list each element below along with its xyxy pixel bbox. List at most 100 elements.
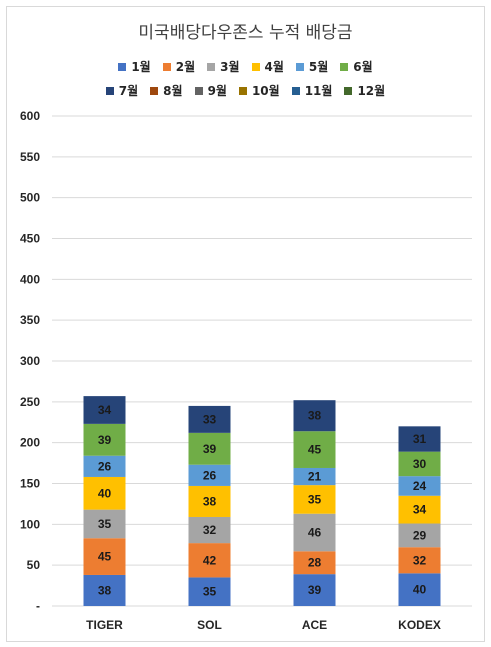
bar-segment: [188, 464, 231, 486]
data-label: 40: [98, 486, 112, 500]
legend-swatch: [238, 87, 247, 95]
legend-swatch: [150, 87, 159, 95]
chart-title: 미국배당다우존스 누적 배당금: [138, 23, 353, 43]
data-label: 39: [98, 433, 112, 447]
bar-segment: [83, 396, 126, 424]
legend-label: 4월: [264, 60, 284, 74]
bar-segment: [398, 573, 441, 606]
data-label: 39: [203, 442, 217, 456]
legend-label: 12월: [357, 84, 386, 98]
data-label: 38: [308, 409, 322, 423]
bar-segment: [188, 405, 231, 433]
legend-swatch: [118, 63, 127, 71]
legend-label: 9월: [207, 84, 227, 98]
legend-label: 5월: [308, 60, 329, 74]
legend-item-12: 12월: [344, 82, 385, 99]
data-label: 34: [98, 403, 112, 417]
data-label: 35: [203, 585, 217, 599]
bar-segment: [398, 523, 441, 548]
data-label: 26: [98, 459, 112, 473]
y-tick-label: 400: [20, 272, 40, 286]
data-label: 45: [98, 550, 112, 564]
data-label: 29: [413, 528, 427, 542]
data-label: 40: [413, 583, 427, 597]
bar-segment: [293, 551, 336, 575]
y-tick-label: 550: [20, 150, 40, 164]
legend-label: 3월: [220, 60, 240, 74]
legend-item-3: 3월: [207, 58, 240, 75]
legend-item-4: 4월: [251, 58, 284, 75]
legend-item-9: 9월: [194, 82, 227, 99]
legend-swatch: [344, 87, 353, 95]
y-tick-label: 600: [20, 109, 40, 123]
legend-row-1: 1월 2월 3월 4월 5월 6월: [0, 58, 491, 75]
legend-label: 11월: [304, 84, 333, 98]
data-label: 46: [308, 526, 322, 540]
bar-segment: [293, 467, 336, 486]
bar-segment: [83, 574, 126, 606]
legend-item-7: 7월: [105, 82, 139, 99]
bar-segment: [293, 400, 336, 432]
legend-swatch: [340, 63, 349, 71]
legend-label: 1월: [131, 60, 151, 74]
data-label: 21: [308, 470, 322, 484]
legend-label: 7월: [118, 84, 139, 98]
bar-segment: [293, 431, 336, 468]
y-tick-label: 50: [27, 558, 41, 572]
bar-segment: [293, 513, 336, 552]
legend-label: 8월: [163, 84, 183, 98]
bar-segment: [293, 574, 336, 606]
bar-segment: [398, 426, 441, 452]
y-tick-label: 250: [20, 395, 40, 409]
legend-label: 2월: [175, 60, 196, 74]
y-tick-label: 350: [20, 313, 40, 327]
bar-segment: [188, 516, 231, 544]
legend-swatch: [295, 63, 304, 71]
y-tick-label: 450: [20, 232, 40, 246]
legend-swatch: [105, 87, 114, 95]
data-label: 33: [203, 412, 217, 426]
bar-segment: [83, 538, 126, 575]
bar-segment: [188, 432, 231, 465]
y-tick-label: 300: [20, 354, 40, 368]
x-category-label: SOL: [197, 618, 222, 632]
bar-segment: [83, 455, 126, 477]
legend-item-2: 2월: [162, 58, 196, 75]
data-label: 32: [413, 553, 427, 567]
data-label: 45: [308, 443, 322, 457]
data-label: 28: [308, 556, 322, 570]
y-tick-label: -: [36, 599, 40, 613]
bar-segment: [398, 476, 441, 496]
data-label: 35: [308, 492, 322, 506]
bar-segment: [398, 495, 441, 524]
legend-item-10: 10월: [238, 82, 280, 99]
data-label: 34: [413, 503, 427, 517]
data-label: 24: [413, 479, 427, 493]
bar-segment: [83, 509, 126, 539]
y-tick-label: 200: [20, 436, 40, 450]
legend-item-5: 5월: [295, 58, 329, 75]
legend-row-2: 7월 8월 9월 10월 11월 12월: [0, 82, 491, 99]
legend-swatch: [291, 87, 300, 95]
legend-swatch: [251, 63, 260, 71]
y-tick-label: 150: [20, 477, 40, 491]
bar-segment: [83, 476, 126, 510]
data-label: 32: [203, 523, 217, 537]
bar-segment: [398, 547, 441, 574]
legend-swatch: [194, 87, 203, 95]
bar-segment: [188, 577, 231, 606]
data-label: 42: [203, 553, 217, 567]
y-tick-label: 100: [20, 517, 40, 531]
legend-label: 10월: [251, 84, 280, 98]
legend-item-6: 6월: [340, 58, 373, 75]
data-label: 31: [413, 432, 427, 446]
legend-swatch: [162, 63, 171, 71]
bar-segment: [398, 451, 441, 477]
x-category-label: KODEX: [398, 618, 441, 632]
legend-item-8: 8월: [150, 82, 183, 99]
x-category-label: TIGER: [86, 618, 123, 632]
legend-label: 6월: [353, 60, 373, 74]
bar-segment: [83, 423, 126, 456]
bar-segment: [188, 543, 231, 578]
